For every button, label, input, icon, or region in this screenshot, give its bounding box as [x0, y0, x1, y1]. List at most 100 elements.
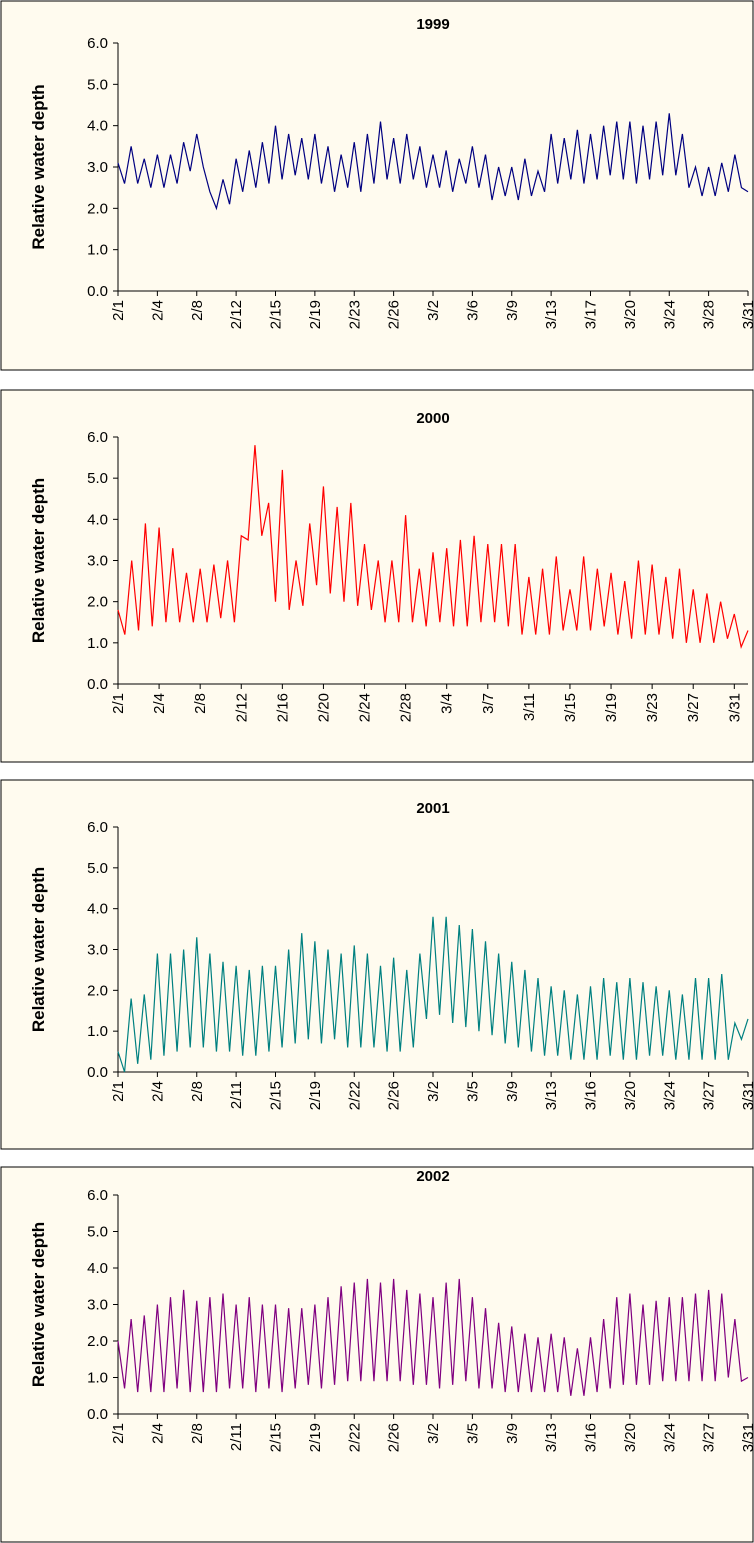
x-tick-label: 3/23 [644, 693, 661, 722]
x-tick-label: 3/31 [740, 300, 754, 329]
x-tick-label: 3/16 [583, 1081, 600, 1110]
y-tick-label: 0.0 [87, 676, 108, 693]
x-tick-label: 2/8 [189, 1423, 206, 1444]
x-tick-label: 2/1 [110, 693, 127, 714]
panel-background [0, 779, 754, 1150]
data-line [117, 113, 749, 211]
panel-background [0, 0, 754, 371]
y-tick-label: 6.0 [87, 429, 108, 446]
x-tick-label: 2/15 [268, 300, 285, 329]
x-tick-label: 2/15 [268, 1081, 285, 1110]
y-tick-label: 2.0 [87, 1333, 108, 1350]
x-tick-label: 3/31 [726, 693, 743, 722]
y-tick-label: 6.0 [87, 35, 108, 52]
x-tick-label: 3/16 [583, 1423, 600, 1452]
x-tick-label: 3/31 [740, 1423, 754, 1452]
y-tick-label: 3.0 [87, 1297, 108, 1314]
chart-title: 2001 [416, 800, 449, 817]
y-tick-label: 4.0 [87, 901, 108, 918]
x-tick-label: 2/4 [149, 1081, 166, 1102]
x-tick-label: 3/20 [622, 1423, 639, 1452]
y-tick-label: 5.0 [87, 860, 108, 877]
x-tick-label: 2/26 [386, 1423, 403, 1452]
y-tick-label: 3.0 [87, 553, 108, 570]
y-tick-label: 6.0 [87, 1187, 108, 1204]
data-line [117, 445, 749, 649]
x-tick-label: 2/4 [151, 693, 168, 714]
chart-panel: 1999 Relative water depth 0.0 1.0 2.0 3.0 4.0 5… [0, 0, 754, 371]
x-tick-label: 3/13 [543, 1423, 560, 1452]
y-axis-title: Relative water depth [29, 1222, 48, 1387]
x-tick-label: 2/4 [149, 1423, 166, 1444]
x-tick-label: 3/2 [425, 300, 442, 321]
x-tick-label: 2/24 [357, 693, 374, 722]
x-tick-label: 3/5 [464, 1081, 481, 1102]
x-tick-label: 3/2 [425, 1423, 442, 1444]
y-tick-label: 5.0 [87, 76, 108, 93]
x-tick-label: 2/26 [386, 300, 403, 329]
y-tick-label: 2.0 [87, 594, 108, 611]
y-tick-label: 4.0 [87, 511, 108, 528]
x-tick-label: 3/9 [504, 1081, 521, 1102]
x-tick-label: 2/16 [274, 693, 291, 722]
x-tick-label: 3/17 [583, 300, 600, 329]
x-tick-label: 3/2 [425, 1081, 442, 1102]
x-tick-label: 3/13 [543, 1081, 560, 1110]
x-tick-label: 2/23 [346, 300, 363, 329]
y-axis-title: Relative water depth [29, 84, 48, 249]
x-tick-label: 2/1 [110, 300, 127, 321]
x-tick-label: 3/9 [504, 300, 521, 321]
x-tick-label: 3/6 [464, 300, 481, 321]
x-tick-label: 2/4 [149, 300, 166, 321]
y-tick-label: 0.0 [87, 283, 108, 300]
x-tick-label: 2/22 [346, 1423, 363, 1452]
x-tick-label: 3/24 [661, 1423, 678, 1452]
x-tick-label: 3/13 [543, 300, 560, 329]
y-tick-label: 0.0 [87, 1406, 108, 1423]
x-tick-label: 3/19 [603, 693, 620, 722]
x-tick-label: 3/5 [464, 1423, 481, 1444]
x-tick-label: 3/7 [480, 693, 497, 714]
x-tick-label: 3/20 [622, 300, 639, 329]
y-tick-label: 2.0 [87, 200, 108, 217]
x-tick-label: 3/24 [661, 1081, 678, 1110]
x-tick-label: 2/1 [110, 1081, 127, 1102]
y-axis-title: Relative water depth [29, 867, 48, 1032]
chart-title: 2000 [416, 410, 449, 427]
y-tick-label: 5.0 [87, 470, 108, 487]
y-tick-label: 0.0 [87, 1064, 108, 1081]
x-tick-label: 3/31 [740, 1081, 754, 1110]
x-tick-label: 2/28 [398, 693, 415, 722]
x-tick-label: 3/24 [661, 300, 678, 329]
x-tick-label: 3/15 [562, 693, 579, 722]
data-line [117, 1278, 749, 1396]
x-tick-label: 2/8 [192, 693, 209, 714]
y-tick-label: 1.0 [87, 635, 108, 652]
x-tick-label: 3/28 [701, 300, 718, 329]
chart-panel: 2002 Relative water depth 0.0 1.0 2.0 3.0 4.0 5… [0, 1166, 754, 1543]
y-tick-label: 6.0 [87, 819, 108, 836]
y-tick-label: 3.0 [87, 942, 108, 959]
y-axis-title: Relative water depth [29, 478, 48, 643]
y-tick-label: 1.0 [87, 1370, 108, 1387]
x-tick-label: 2/19 [307, 300, 324, 329]
x-tick-label: 2/19 [307, 1081, 324, 1110]
x-tick-label: 3/20 [622, 1081, 639, 1110]
y-tick-label: 3.0 [87, 159, 108, 176]
x-tick-label: 3/4 [439, 693, 456, 714]
x-tick-label: 2/15 [268, 1423, 285, 1452]
x-tick-label: 2/1 [110, 1423, 127, 1444]
data-line [117, 916, 749, 1073]
x-tick-label: 2/11 [228, 1423, 245, 1451]
chart-panel: 2001 Relative water depth 0.0 1.0 2.0 3.0 4.0 5… [0, 779, 754, 1150]
x-tick-label: 3/27 [701, 1423, 718, 1452]
x-tick-label: 2/8 [189, 1081, 206, 1102]
y-tick-label: 2.0 [87, 982, 108, 999]
x-tick-label: 2/19 [307, 1423, 324, 1452]
panel-background [0, 389, 754, 763]
x-tick-label: 3/9 [504, 1423, 521, 1444]
x-tick-label: 2/12 [228, 300, 245, 329]
x-tick-label: 2/12 [233, 693, 250, 722]
